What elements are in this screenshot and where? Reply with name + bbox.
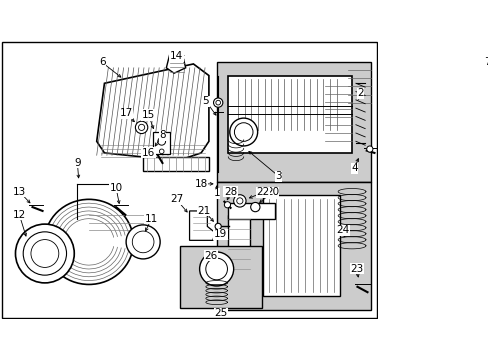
Bar: [228, 76, 351, 153]
Circle shape: [213, 98, 223, 107]
Text: 16: 16: [142, 148, 155, 158]
Text: 10: 10: [109, 183, 122, 193]
Text: 21: 21: [197, 206, 210, 216]
Text: 15: 15: [142, 110, 155, 120]
Bar: [153, 132, 170, 154]
Circle shape: [229, 118, 257, 146]
Bar: [216, 182, 370, 310]
Text: 25: 25: [214, 308, 227, 318]
Circle shape: [215, 100, 220, 105]
Circle shape: [135, 121, 147, 134]
Bar: [228, 215, 249, 277]
Text: 26: 26: [204, 251, 217, 261]
Circle shape: [23, 232, 66, 275]
Bar: [216, 62, 370, 182]
Text: 28: 28: [224, 186, 237, 197]
Circle shape: [463, 86, 470, 93]
Text: 12: 12: [13, 210, 26, 220]
Bar: [263, 195, 340, 296]
Text: 3: 3: [275, 171, 281, 181]
Text: 11: 11: [145, 214, 158, 224]
Text: 5: 5: [202, 96, 209, 106]
Text: 1: 1: [213, 188, 220, 198]
Text: 13: 13: [13, 186, 26, 197]
Circle shape: [205, 258, 227, 280]
Bar: [228, 203, 274, 219]
Text: 24: 24: [335, 225, 348, 235]
Bar: [180, 246, 261, 308]
Circle shape: [126, 225, 160, 259]
Text: 14: 14: [169, 51, 183, 61]
Polygon shape: [97, 64, 208, 161]
Text: 20: 20: [265, 187, 278, 197]
Circle shape: [250, 202, 260, 212]
Circle shape: [159, 149, 163, 154]
Polygon shape: [189, 211, 215, 240]
Text: 2: 2: [357, 88, 363, 98]
Circle shape: [224, 202, 230, 208]
Text: 27: 27: [169, 194, 183, 204]
Text: 17: 17: [119, 108, 132, 118]
Circle shape: [236, 198, 243, 204]
Polygon shape: [143, 157, 208, 171]
Circle shape: [234, 123, 252, 141]
Polygon shape: [166, 52, 185, 73]
Circle shape: [199, 252, 233, 286]
Text: 4: 4: [350, 163, 357, 174]
Text: 9: 9: [74, 158, 81, 168]
Circle shape: [215, 223, 221, 230]
Circle shape: [138, 124, 144, 130]
Circle shape: [132, 231, 154, 253]
Circle shape: [158, 138, 165, 145]
Text: 23: 23: [349, 264, 363, 274]
Text: 6: 6: [99, 57, 105, 67]
Circle shape: [31, 239, 59, 267]
Text: 18: 18: [194, 179, 207, 189]
Text: 19: 19: [213, 229, 226, 239]
Text: 22: 22: [256, 187, 269, 197]
Text: 8: 8: [159, 130, 165, 140]
Circle shape: [16, 224, 74, 283]
Circle shape: [366, 146, 372, 152]
Text: 7: 7: [483, 57, 488, 67]
Circle shape: [233, 195, 245, 207]
